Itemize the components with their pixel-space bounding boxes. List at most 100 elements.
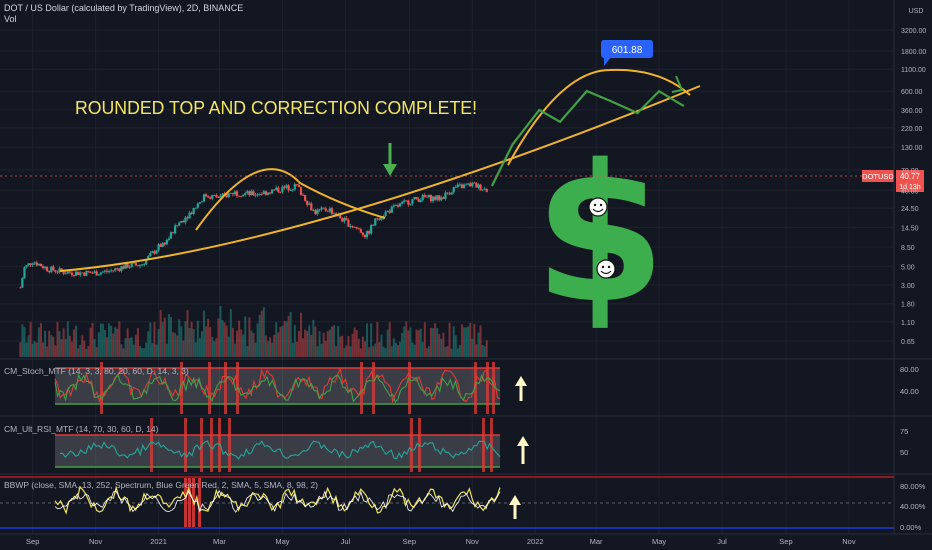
candle-body — [392, 205, 395, 207]
candle-body — [23, 267, 26, 279]
volume-bar — [223, 322, 226, 357]
volume-bar — [277, 332, 280, 357]
candle-body — [363, 234, 367, 238]
volume-bar — [423, 322, 426, 357]
volume-label[interactable]: Vol — [4, 14, 17, 24]
volume-bar — [446, 346, 449, 357]
candle-body — [287, 185, 290, 191]
candle-body — [101, 271, 104, 273]
volume-bar — [324, 340, 327, 357]
volume-bar — [326, 331, 329, 357]
candle-body — [95, 271, 98, 276]
candle-body — [103, 270, 107, 272]
smiley-icon — [588, 197, 608, 217]
volume-bar — [335, 346, 338, 357]
volume-bar — [407, 330, 410, 357]
volume-bar — [128, 337, 131, 357]
candle-body — [415, 196, 418, 200]
last-price-value: 40.77 — [900, 172, 921, 181]
candle-body — [186, 217, 189, 219]
time-axis-tick: Mar — [213, 537, 226, 546]
volume-bar — [165, 343, 168, 357]
volume-bar — [403, 326, 406, 357]
volume-bar — [72, 329, 75, 357]
rsi-pane — [55, 418, 501, 472]
volume-bar — [178, 319, 181, 357]
candle-body — [481, 189, 484, 191]
volume-bar — [141, 348, 144, 357]
candle-body — [110, 270, 113, 272]
candle-body — [345, 218, 348, 221]
signal-bar — [492, 362, 495, 414]
volume-bar — [359, 348, 362, 357]
candle-body — [143, 264, 146, 266]
symbol-title[interactable]: DOT / US Dollar (calculated by TradingVi… — [4, 3, 244, 13]
signal-bar — [408, 362, 411, 414]
candle-body — [70, 272, 74, 275]
arrow-down-small-icon — [671, 75, 684, 93]
candle-body — [308, 203, 311, 205]
volume-bar — [485, 340, 488, 357]
time-axis-tick: Jul — [341, 537, 351, 546]
volume-bar — [19, 342, 22, 357]
bbwp-tick: 40.00% — [900, 502, 926, 511]
price-axis-tick: 40.00 — [901, 188, 919, 195]
candle-body — [330, 208, 334, 214]
volume-bar — [302, 338, 305, 357]
volume-bar — [79, 344, 82, 357]
signal-bar — [208, 362, 211, 414]
volume-bar — [289, 312, 292, 357]
volume-bar — [370, 323, 373, 357]
time-axis-tick: May — [275, 537, 289, 546]
volume-bar — [458, 344, 461, 357]
candle-body — [237, 195, 241, 197]
candle-body — [264, 191, 268, 195]
volume-bar — [180, 326, 183, 357]
candle-body — [357, 228, 360, 230]
bbwp-pane — [0, 476, 894, 529]
volume-bar — [48, 330, 51, 357]
time-axis[interactable]: Sep Nov 2021 Mar May Jul Sep Nov 2022 Mar May Jul Se… — [26, 537, 856, 546]
time-axis-tick: Nov — [842, 537, 856, 546]
candle-body — [268, 192, 272, 194]
bbwp-label[interactable]: BBWP (close, SMA, 13, 252, Spectrum, Blu… — [4, 480, 319, 490]
volume-bar — [415, 329, 418, 357]
volume-bar — [143, 348, 146, 357]
rsi-label[interactable]: CM_Ult_RSI_MTF (14, 70, 30, 60, D, 14) — [4, 424, 159, 434]
volume-bar — [260, 310, 263, 357]
candle-body — [405, 200, 408, 202]
candle-body — [91, 272, 94, 274]
candle-body — [114, 268, 117, 271]
volume-bar — [33, 341, 36, 357]
candle-body — [81, 272, 84, 274]
candle-body — [436, 195, 439, 200]
candle-body — [219, 195, 222, 198]
candle-body — [174, 225, 177, 234]
arrow-up-icon — [509, 495, 521, 519]
volume-bar — [425, 348, 428, 357]
volume-bar — [52, 336, 55, 357]
candle-body — [312, 210, 315, 211]
candle-body — [475, 183, 478, 188]
signal-bar — [372, 362, 375, 414]
signal-bar — [482, 418, 485, 472]
volume-bar — [64, 338, 67, 357]
price-axis-tick: 5.00 — [901, 264, 915, 271]
volume-bar — [349, 346, 352, 357]
stoch-label[interactable]: CM_Stoch_MTF (14, 3, 3, 80, 20, 60, D, 1… — [4, 366, 189, 376]
price-axis[interactable]: 3200.00 1800.00 1100.00 600.00 360.00 220.00 1… — [901, 28, 926, 346]
candle-body — [83, 272, 86, 276]
candle-body — [351, 226, 354, 228]
candle-body — [279, 191, 282, 193]
volume-bar — [347, 335, 350, 357]
candle-body — [52, 266, 55, 271]
volume-bar — [37, 327, 40, 357]
candle-body — [64, 273, 67, 275]
volume-bar — [50, 335, 53, 357]
volume-bar — [126, 328, 129, 357]
volume-bar — [95, 347, 98, 357]
candle-body — [417, 199, 420, 202]
volume-bar — [273, 334, 276, 357]
price-axis-tick: 3.00 — [901, 283, 915, 290]
candle-body — [469, 183, 472, 187]
